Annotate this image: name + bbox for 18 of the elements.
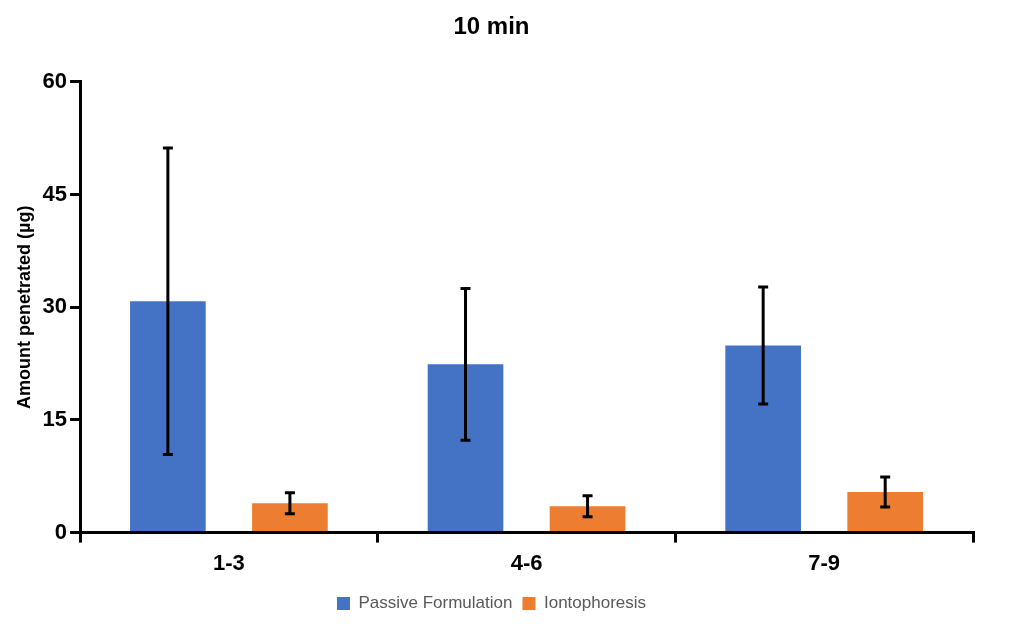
y-tick-label: 0: [54, 518, 68, 544]
bar: [252, 503, 328, 532]
chart-title: 10 min: [453, 12, 530, 40]
bar: [847, 492, 924, 532]
legend-label: Iontophoresis: [543, 593, 647, 613]
bar: [130, 301, 206, 532]
y-tick-label: 45: [42, 180, 68, 206]
y-tick-label: 30: [42, 293, 68, 319]
y-tick-label: 15: [42, 405, 68, 431]
bar: [549, 506, 626, 532]
bar: [427, 364, 504, 532]
x-tick-label: 1-3: [212, 549, 245, 575]
y-axis-title: Amount penetrated (µg): [13, 205, 34, 409]
y-tick-label: 60: [42, 67, 68, 93]
bar: [725, 345, 801, 532]
x-tick-label: 7-9: [808, 549, 841, 575]
x-tick-label: 4-6: [510, 549, 543, 575]
legend-label: Passive Formulation: [358, 593, 513, 613]
